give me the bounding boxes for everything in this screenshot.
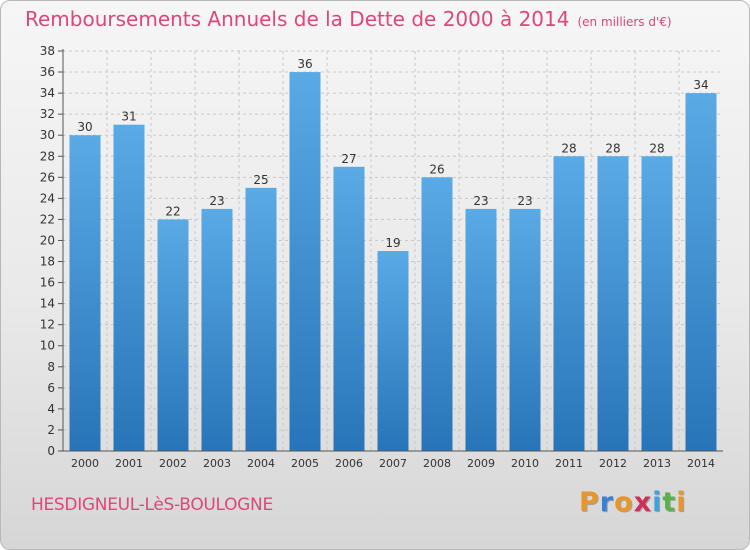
y-tick-label: 36 [40,65,55,79]
logo-letter: i [652,487,663,518]
bar [377,251,409,451]
x-tick-label: 2007 [379,457,407,470]
data-label: 26 [429,162,444,176]
data-label: 28 [649,141,664,155]
data-label: 30 [77,120,92,134]
logo-letter: o [614,487,634,518]
x-tick-label: 2000 [71,457,99,470]
logo-letter: i [676,487,687,518]
x-tick-label: 2002 [159,457,187,470]
logo-letter: t [662,487,677,518]
x-tick-label: 2006 [335,457,363,470]
data-label: 31 [121,110,136,124]
data-label: 27 [341,152,356,166]
y-tick-label: 22 [40,212,55,226]
data-label: 28 [561,141,576,155]
data-label: 25 [253,173,268,187]
data-label: 23 [209,194,224,208]
y-tick-label: 12 [40,318,55,332]
y-tick-label: 26 [40,170,55,184]
data-label: 23 [473,194,488,208]
bars: 30 31 22 23 25 36 27 19 26 23 23 28 28 28 34 [69,57,717,452]
logo-letter: x [633,487,653,518]
bar [157,219,189,451]
x-tick-label: 2010 [511,457,539,470]
data-label: 28 [605,141,620,155]
data-label: 36 [297,57,312,71]
logo-letter: r [599,487,615,518]
x-tick-label: 2004 [247,457,275,470]
bar [685,93,717,452]
bar [465,208,497,451]
bar [597,156,629,451]
bar [333,166,365,451]
commune-name: HESDIGNEUL-LèS-BOULOGNE [31,495,273,515]
y-tick-label: 28 [40,149,55,163]
title-unit: (en milliers d'€) [577,15,672,29]
x-tick-label: 2013 [643,457,671,470]
x-tick-label: 2014 [687,457,715,470]
x-tick-label: 2003 [203,457,231,470]
y-tick-label: 32 [40,107,55,121]
bar [421,177,453,451]
y-tick-label: 0 [47,444,55,458]
x-tick-label: 2008 [423,457,451,470]
proxiti-logo: Proxiti [579,487,687,518]
y-tick-label: 2 [47,423,55,437]
y-tick-label: 20 [40,233,55,247]
y-tick-label: 38 [40,44,55,58]
data-label: 19 [385,236,400,250]
data-label: 23 [517,194,532,208]
y-tick-label: 16 [40,276,55,290]
x-tick-label: 2001 [115,457,143,470]
data-label: 22 [165,204,180,218]
y-tick-label: 30 [40,128,55,142]
logo-letter: P [579,487,600,518]
title-text: Remboursements Annuels de la Dette de 20… [25,7,570,31]
bar [201,208,233,451]
x-tick-label: 2012 [599,457,627,470]
y-tick-label: 6 [47,381,55,395]
bar [245,187,277,451]
x-tick-label: 2005 [291,457,319,470]
y-tick-label: 34 [40,86,55,100]
y-tick-label: 18 [40,255,55,269]
bar [113,124,145,452]
y-tick-label: 10 [40,339,55,353]
data-label: 34 [693,78,708,92]
bar [641,156,673,451]
x-tick-label: 2011 [555,457,583,470]
bar [69,135,101,452]
chart-title: Remboursements Annuels de la Dette de 20… [25,7,672,31]
y-tick-label: 4 [47,402,55,416]
bar [509,208,541,451]
y-tick-label: 14 [40,297,55,311]
bar [553,156,585,451]
y-tick-label: 8 [47,360,55,374]
bar [289,72,321,451]
y-tick-label: 24 [40,191,55,205]
x-tick-label: 2009 [467,457,495,470]
